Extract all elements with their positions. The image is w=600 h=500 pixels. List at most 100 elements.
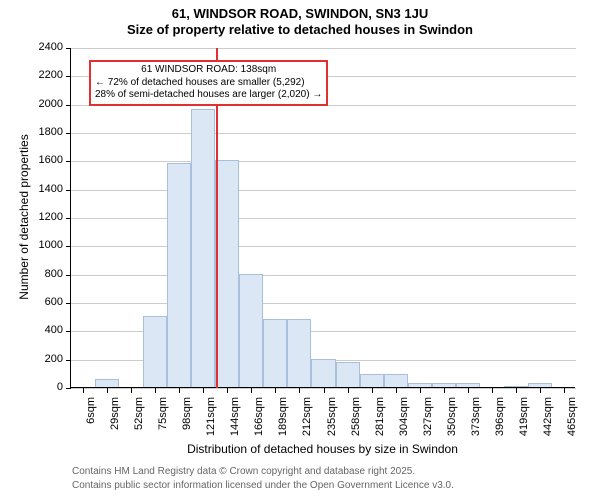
- xtick-label: 465sqm: [566, 397, 578, 447]
- xtick-label: 327sqm: [422, 397, 434, 447]
- xtick-mark: [107, 388, 108, 393]
- plot-area: 0200400600800100012001400160018002000220…: [70, 48, 575, 388]
- chart-title-1: 61, WINDSOR ROAD, SWINDON, SN3 1JU: [0, 6, 600, 21]
- xtick-label: 373sqm: [470, 397, 482, 447]
- footer-line-1: Contains HM Land Registry data © Crown c…: [72, 466, 415, 477]
- histogram-bar: [239, 274, 263, 387]
- xtick-mark: [420, 388, 421, 393]
- histogram-bar: [384, 374, 408, 387]
- ytick-label: 1800: [31, 126, 63, 138]
- gridline: [71, 303, 576, 304]
- ytick-label: 1200: [31, 211, 63, 223]
- ytick-label: 1000: [31, 239, 63, 251]
- xtick-mark: [540, 388, 541, 393]
- gridline: [71, 218, 576, 219]
- xtick-label: 75sqm: [157, 397, 169, 447]
- xtick-mark: [492, 388, 493, 393]
- histogram-bar: [287, 319, 311, 387]
- ytick-label: 600: [31, 296, 63, 308]
- xtick-mark: [372, 388, 373, 393]
- ytick-mark: [66, 275, 71, 276]
- histogram-bar: [143, 316, 167, 387]
- ytick-mark: [66, 133, 71, 134]
- histogram-bar: [191, 109, 215, 387]
- callout-line: ← 72% of detached houses are smaller (5,…: [95, 77, 322, 90]
- callout-line: 28% of semi-detached houses are larger (…: [95, 89, 322, 102]
- xtick-label: 29sqm: [109, 397, 121, 447]
- ytick-label: 2000: [31, 98, 63, 110]
- histogram-bar: [432, 383, 456, 387]
- ytick-mark: [66, 303, 71, 304]
- footer-line-2: Contains public sector information licen…: [72, 480, 454, 491]
- xtick-label: 350sqm: [446, 397, 458, 447]
- histogram-bar: [263, 319, 287, 387]
- gridline: [71, 275, 576, 276]
- histogram-bar: [167, 163, 191, 387]
- xtick-mark: [348, 388, 349, 393]
- ytick-label: 2400: [31, 41, 63, 53]
- xtick-mark: [83, 388, 84, 393]
- ytick-label: 0: [31, 381, 63, 393]
- ytick-label: 400: [31, 324, 63, 336]
- ytick-mark: [66, 388, 71, 389]
- xtick-label: 98sqm: [181, 397, 193, 447]
- ytick-mark: [66, 360, 71, 361]
- gridline: [71, 161, 576, 162]
- callout-line: 61 WINDSOR ROAD: 138sqm: [95, 64, 322, 77]
- ytick-label: 1600: [31, 154, 63, 166]
- xtick-label: 281sqm: [374, 397, 386, 447]
- ytick-mark: [66, 218, 71, 219]
- y-axis-label: Number of detached properties: [17, 117, 31, 317]
- xtick-mark: [468, 388, 469, 393]
- gridline: [71, 190, 576, 191]
- xtick-mark: [564, 388, 565, 393]
- xtick-label: 121sqm: [205, 397, 217, 447]
- xtick-label: 6sqm: [85, 397, 97, 447]
- histogram-bar: [95, 379, 119, 388]
- xtick-label: 235sqm: [326, 397, 338, 447]
- histogram-bar: [408, 383, 432, 387]
- xtick-mark: [203, 388, 204, 393]
- ytick-mark: [66, 246, 71, 247]
- xtick-label: 258sqm: [350, 397, 362, 447]
- xtick-label: 189sqm: [277, 397, 289, 447]
- xtick-mark: [324, 388, 325, 393]
- histogram-bar: [456, 383, 480, 387]
- xtick-mark: [179, 388, 180, 393]
- xtick-label: 442sqm: [542, 397, 554, 447]
- gridline: [71, 48, 576, 49]
- xtick-mark: [444, 388, 445, 393]
- gridline: [71, 246, 576, 247]
- ytick-label: 1400: [31, 183, 63, 195]
- xtick-mark: [299, 388, 300, 393]
- histogram-bar: [311, 359, 335, 387]
- xtick-mark: [227, 388, 228, 393]
- ytick-mark: [66, 48, 71, 49]
- ytick-label: 2200: [31, 69, 63, 81]
- ytick-label: 200: [31, 353, 63, 365]
- ytick-mark: [66, 105, 71, 106]
- xtick-mark: [251, 388, 252, 393]
- xtick-label: 396sqm: [494, 397, 506, 447]
- callout-box: 61 WINDSOR ROAD: 138sqm← 72% of detached…: [89, 60, 328, 106]
- xtick-mark: [131, 388, 132, 393]
- xtick-mark: [516, 388, 517, 393]
- xtick-label: 212sqm: [301, 397, 313, 447]
- xtick-mark: [155, 388, 156, 393]
- xtick-mark: [275, 388, 276, 393]
- histogram-bar: [360, 374, 384, 387]
- ytick-label: 800: [31, 268, 63, 280]
- histogram-bar: [504, 386, 528, 387]
- xtick-label: 144sqm: [229, 397, 241, 447]
- xtick-label: 52sqm: [133, 397, 145, 447]
- ytick-mark: [66, 76, 71, 77]
- chart-container: 61, WINDSOR ROAD, SWINDON, SN3 1JU Size …: [0, 0, 600, 500]
- gridline: [71, 133, 576, 134]
- xtick-label: 419sqm: [518, 397, 530, 447]
- xtick-label: 166sqm: [253, 397, 265, 447]
- chart-title-2: Size of property relative to detached ho…: [0, 22, 600, 37]
- xtick-label: 304sqm: [398, 397, 410, 447]
- ytick-mark: [66, 331, 71, 332]
- histogram-bar: [528, 383, 552, 387]
- x-axis-label: Distribution of detached houses by size …: [70, 442, 575, 456]
